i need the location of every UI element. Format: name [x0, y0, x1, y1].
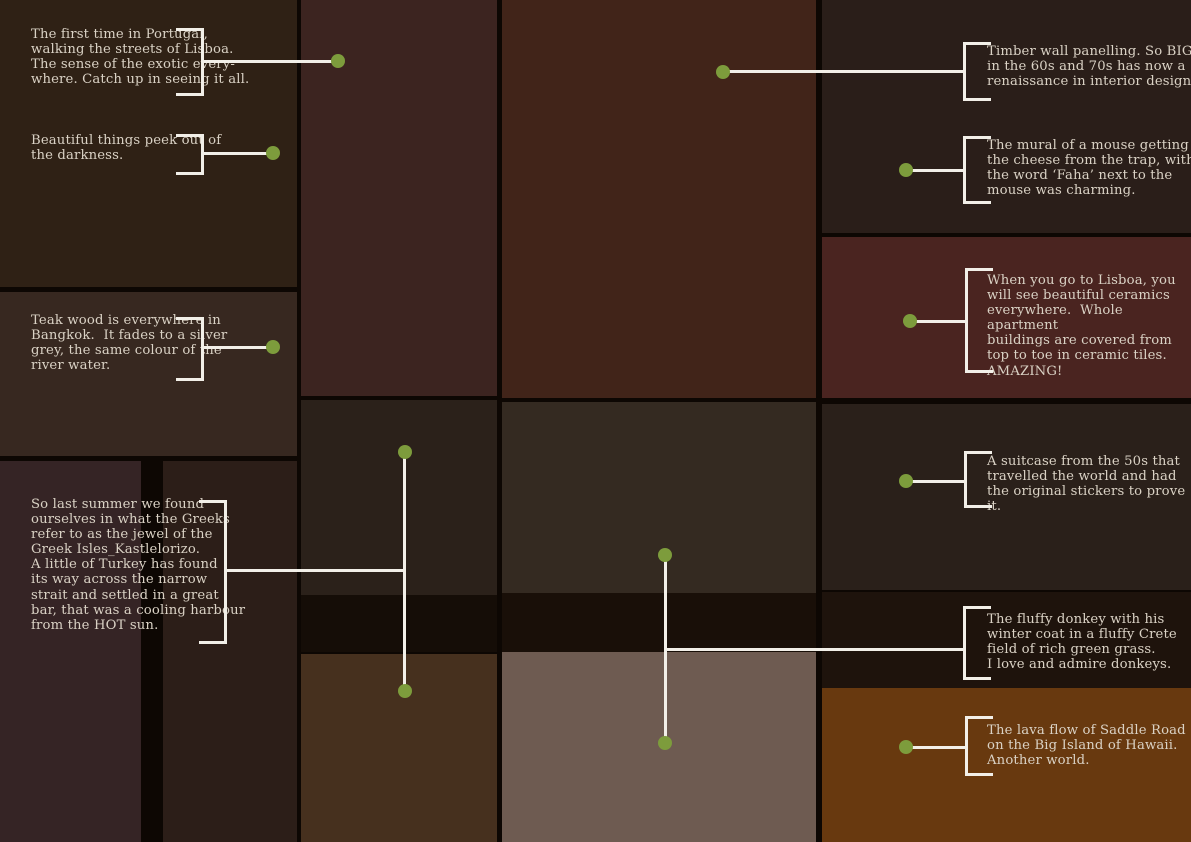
callout-connector — [910, 320, 965, 323]
callout-dot — [903, 314, 917, 328]
callout-bracket-tick — [966, 42, 991, 45]
caption-darkness: Beautiful things peek out of the darknes… — [31, 133, 222, 164]
photo-tile-teak[interactable] — [0, 292, 297, 456]
callout-connector — [723, 70, 963, 73]
callout-bracket-tick — [966, 201, 991, 204]
callout-bracket-tick — [966, 136, 991, 139]
callout-bracket-line — [964, 451, 967, 508]
callout-span-line — [664, 555, 667, 743]
callout-bracket-tick — [968, 370, 993, 373]
caption-ceramics: When you go to Lisboa, you will see beau… — [987, 273, 1176, 379]
photo-tile-col2-bottom[interactable] — [301, 654, 497, 842]
callout-bracket-line — [965, 268, 968, 373]
callout-bracket-tick — [176, 93, 201, 96]
photo-tile-suitcase[interactable] — [822, 404, 1191, 590]
callout-bracket-line — [963, 136, 966, 204]
callout-connector — [204, 346, 268, 349]
photo-tile-donkey[interactable] — [822, 592, 1191, 688]
photo-tile-ceramics[interactable] — [822, 237, 1191, 398]
callout-dot — [899, 474, 913, 488]
photo-tile-center-band[interactable] — [502, 593, 816, 652]
callout-bracket-line — [201, 28, 204, 96]
callout-bracket-tick — [966, 606, 991, 609]
photo-tile-portugal[interactable] — [0, 0, 297, 287]
callout-dot — [398, 684, 412, 698]
photo-tile-col2-mid[interactable] — [301, 400, 497, 595]
caption-timber: Timber wall panelling. So BIG in the 60s… — [987, 44, 1191, 90]
callout-bracket-tick — [967, 505, 992, 508]
callout-bracket-tick — [176, 317, 201, 320]
callout-bracket-line — [963, 42, 966, 101]
caption-teak: Teak wood is everywhere in Bangkok. It f… — [31, 313, 228, 374]
caption-suitcase: A suitcase from the 50s that travelled t… — [987, 454, 1186, 515]
callout-connector — [227, 569, 406, 572]
callout-connector — [204, 152, 268, 155]
callout-dot — [266, 146, 280, 160]
callout-bracket-line — [201, 134, 204, 175]
photo-tile-lava[interactable] — [822, 688, 1191, 842]
callout-bracket-tick — [199, 641, 224, 644]
callout-bracket-tick — [966, 98, 991, 101]
callout-bracket-tick — [176, 172, 201, 175]
caption-lava: The lava flow of Saddle Road on the Big … — [987, 723, 1186, 769]
callout-connector — [204, 60, 332, 63]
photo-tile-center-top[interactable] — [502, 0, 816, 398]
callout-dot — [658, 736, 672, 750]
callout-bracket-tick — [967, 451, 992, 454]
callout-bracket-tick — [199, 500, 224, 503]
photo-tile-col2-band[interactable] — [301, 595, 497, 652]
callout-bracket-line — [224, 500, 227, 644]
callout-connector — [666, 648, 963, 651]
caption-donkey: The fluffy donkey with his winter coat i… — [987, 612, 1177, 673]
callout-bracket-line — [201, 317, 204, 381]
callout-bracket-tick — [968, 773, 993, 776]
photo-tile-left-lower-b[interactable] — [163, 461, 297, 842]
caption-mouse: The mural of a mouse getting the cheese … — [987, 138, 1191, 199]
callout-bracket-tick — [176, 28, 201, 31]
callout-bracket-line — [963, 606, 966, 680]
callout-bracket-tick — [176, 378, 201, 381]
callout-dot — [331, 54, 345, 68]
photo-tile-timber[interactable] — [822, 0, 1191, 233]
callout-dot — [899, 163, 913, 177]
callout-bracket-tick — [966, 677, 991, 680]
callout-connector — [906, 169, 963, 172]
callout-dot — [658, 548, 672, 562]
callout-bracket-tick — [968, 716, 993, 719]
callout-dot — [716, 65, 730, 79]
callout-bracket-tick — [968, 268, 993, 271]
callout-dot — [266, 340, 280, 354]
photo-tile-left-lower-a[interactable] — [0, 461, 141, 842]
callout-span-line — [403, 452, 406, 691]
callout-connector — [906, 480, 964, 483]
photo-tile-center-mid[interactable] — [502, 402, 816, 593]
callout-dot — [398, 445, 412, 459]
callout-dot — [899, 740, 913, 754]
callout-bracket-tick — [176, 134, 201, 137]
caption-greek: So last summer we found ourselves in wha… — [31, 497, 246, 633]
callout-connector — [906, 746, 965, 749]
caption-portugal: The first time in Portugal, walking the … — [31, 27, 250, 88]
callout-bracket-line — [965, 716, 968, 776]
